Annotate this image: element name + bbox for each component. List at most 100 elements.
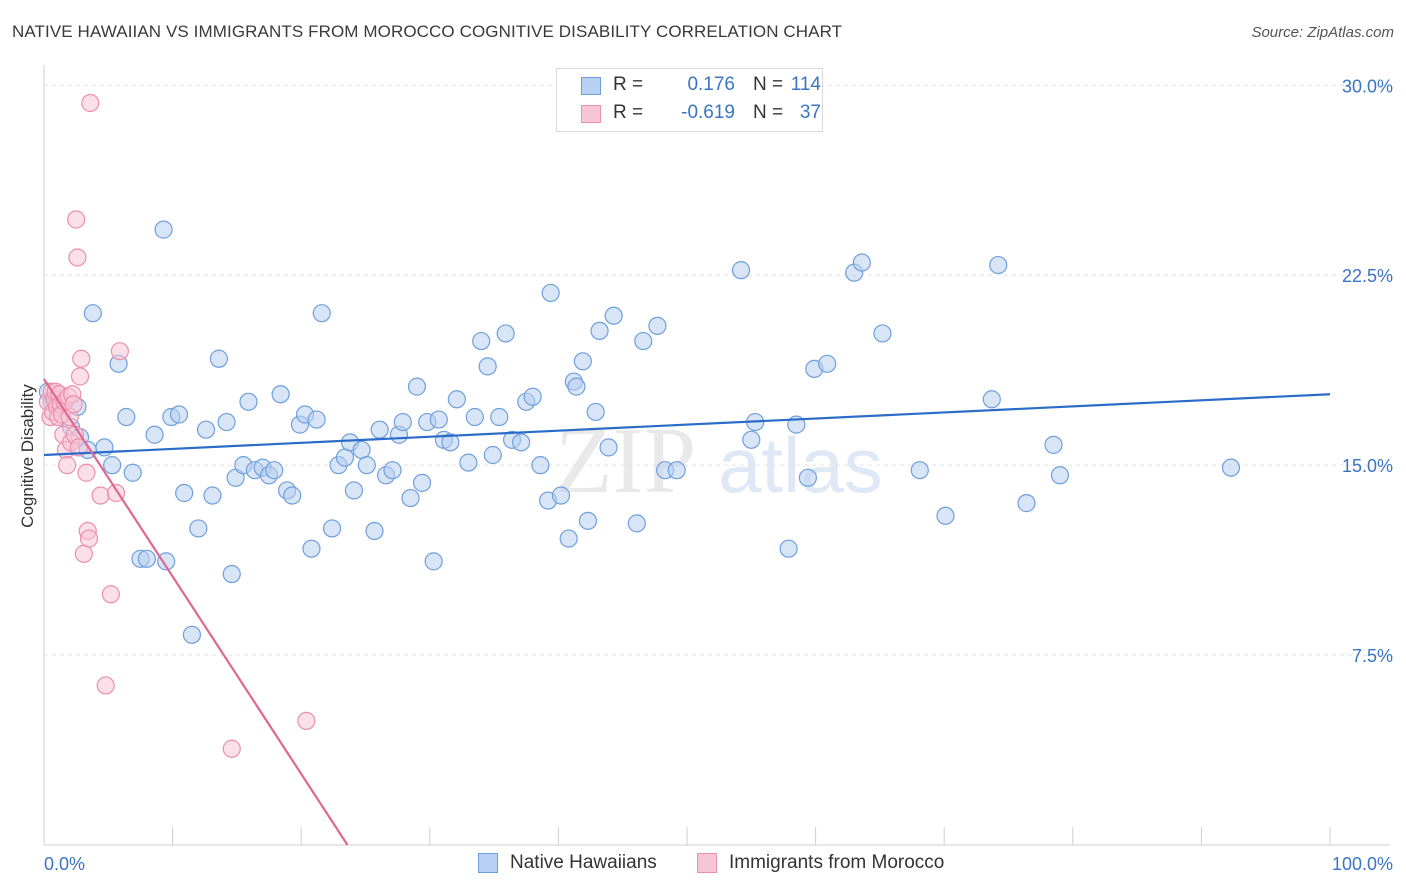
point-native-hawaiian — [873, 324, 892, 343]
legend-n-label: N = — [753, 102, 784, 123]
point-native-hawaiian — [357, 456, 376, 475]
point-native-hawaiian — [83, 304, 102, 323]
point-immigrant-from-morocco — [67, 210, 86, 229]
point-native-hawaiian — [137, 549, 156, 568]
point-native-hawaiian — [312, 304, 331, 323]
point-native-hawaiian — [590, 321, 609, 341]
point-native-hawaiian — [648, 316, 667, 335]
legend-r-label: R = — [613, 74, 644, 95]
trend-lines — [43, 378, 1331, 846]
series-immigrants-from-morocco — [38, 93, 316, 758]
chart-title: NATIVE HAWAIIAN VS IMMIGRANTS FROM MOROC… — [12, 22, 843, 41]
point-immigrant-from-morocco — [110, 342, 129, 361]
point-native-hawaiian — [578, 511, 598, 530]
point-native-hawaiian — [383, 461, 402, 480]
point-native-hawaiian — [429, 410, 448, 429]
point-native-hawaiian — [559, 529, 578, 548]
point-immigrant-from-morocco — [58, 456, 77, 475]
point-native-hawaiian — [667, 461, 686, 480]
series-native-hawaiians — [38, 220, 1241, 644]
point-native-hawaiian — [742, 430, 761, 449]
point-native-hawaiian — [157, 552, 176, 571]
point-native-hawaiian — [798, 468, 817, 487]
point-native-hawaiian — [401, 488, 420, 508]
point-native-hawaiian — [175, 483, 194, 503]
point-immigrant-from-morocco — [70, 367, 90, 386]
point-native-hawaiian — [393, 412, 412, 432]
x-tick-label: 100.0% — [1332, 854, 1393, 874]
point-native-hawaiian — [447, 390, 466, 409]
gridlines — [44, 84, 1390, 656]
point-native-hawaiian — [182, 625, 201, 644]
trend-line-immigrants-from-morocco — [43, 378, 349, 846]
point-native-hawaiian — [117, 407, 136, 427]
point-immigrant-from-morocco — [101, 585, 120, 604]
point-native-hawaiian — [189, 519, 208, 538]
legend-n-value: 114 — [790, 74, 821, 95]
point-immigrant-from-morocco — [77, 463, 96, 482]
point-native-hawaiian — [567, 377, 586, 396]
point-native-hawaiian — [634, 331, 653, 351]
point-native-hawaiian — [169, 405, 189, 424]
point-immigrant-from-morocco — [222, 739, 241, 758]
point-native-hawaiian — [1044, 435, 1063, 454]
point-native-hawaiian — [283, 486, 302, 505]
trend-line-native-hawaiians — [43, 393, 1331, 457]
point-native-hawaiian — [541, 283, 560, 303]
point-native-hawaiian — [154, 220, 173, 239]
point-native-hawaiian — [989, 255, 1008, 275]
point-native-hawaiian — [424, 552, 443, 571]
legend-r-label: R = — [613, 102, 644, 123]
point-native-hawaiian — [335, 448, 355, 467]
legend-label: Immigrants from Morocco — [729, 852, 945, 873]
point-native-hawaiian — [731, 261, 751, 280]
stats-legend: R = 0.176 N = 114 R = -0.619 N = 37 — [556, 68, 823, 132]
legend-swatch-blue — [581, 77, 601, 95]
y-tick-label: 30.0% — [1342, 76, 1393, 96]
tick-labels: 7.5% 15.0% 22.5% 30.0% 0.0% 100.0% — [44, 76, 1393, 874]
point-native-hawaiian — [412, 473, 432, 492]
point-native-hawaiian — [217, 412, 236, 432]
point-native-hawaiian — [483, 445, 502, 465]
point-native-hawaiian — [196, 420, 216, 439]
point-native-hawaiian — [352, 440, 371, 460]
source-label: Source: ZipAtlas.com — [1251, 24, 1394, 41]
point-native-hawaiian — [123, 463, 142, 482]
legend-swatch-pink — [581, 105, 601, 123]
point-immigrant-from-morocco — [91, 486, 110, 505]
point-native-hawaiian — [490, 407, 509, 427]
point-native-hawaiian — [496, 324, 515, 343]
point-immigrant-from-morocco — [68, 248, 87, 267]
legend-n-label: N = — [753, 74, 784, 95]
point-native-hawaiian — [465, 407, 484, 427]
point-native-hawaiian — [472, 331, 491, 351]
legend-r-value: -0.619 — [681, 102, 735, 123]
point-immigrant-from-morocco — [69, 438, 88, 457]
point-native-hawaiian — [586, 402, 605, 422]
point-immigrant-from-morocco — [79, 529, 99, 548]
point-native-hawaiian — [370, 420, 389, 439]
point-immigrant-from-morocco — [72, 349, 91, 368]
point-native-hawaiian — [599, 438, 618, 457]
point-immigrant-from-morocco — [81, 93, 100, 113]
legend-n-value: 37 — [799, 102, 821, 123]
point-native-hawaiian — [222, 564, 241, 584]
point-immigrant-from-morocco — [297, 711, 316, 731]
legend-label: Native Hawaiians — [510, 852, 657, 873]
point-immigrant-from-morocco — [64, 395, 83, 414]
point-native-hawaiian — [531, 456, 550, 475]
point-native-hawaiian — [936, 506, 955, 525]
point-native-hawaiian — [627, 514, 646, 533]
point-native-hawaiian — [365, 521, 384, 541]
point-native-hawaiian — [551, 486, 571, 505]
watermark: ZIP atlas — [555, 409, 883, 513]
point-native-hawaiian — [145, 425, 164, 444]
legend-swatch-blue — [478, 853, 498, 873]
point-native-hawaiian — [512, 433, 531, 452]
point-native-hawaiian — [203, 486, 222, 505]
y-tick-label: 7.5% — [1352, 646, 1393, 666]
point-native-hawaiian — [239, 392, 258, 411]
point-native-hawaiian — [103, 456, 122, 475]
axes — [43, 65, 1390, 846]
